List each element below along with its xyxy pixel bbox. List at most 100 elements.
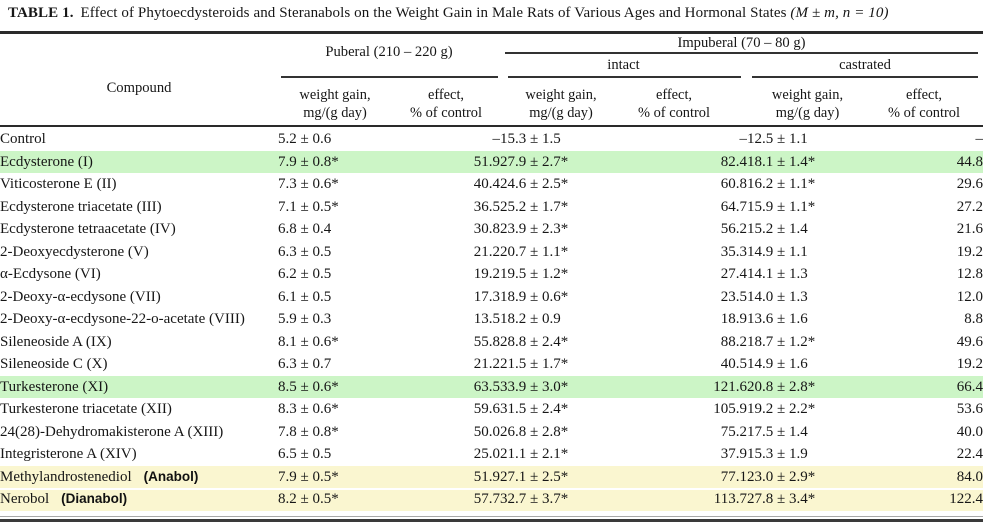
puberal-weight-gain-cell: 8.2 ± 0.5*: [278, 488, 392, 511]
intact-effect-cell: 75.2: [720, 423, 747, 440]
intact-effect-cell: 56.2: [720, 221, 747, 237]
intact-weight-gain-cell: 28.8 ± 2.4*: [500, 333, 569, 350]
puberal-weight-gain-cell: 7.8 ± 0.8*: [278, 423, 339, 440]
compound-cell: Nerobol (Dianabol): [0, 488, 278, 511]
castrated-effect-cell: 22.4: [956, 446, 983, 462]
intact-weight-gain-cell: 18.9 ± 0.6*: [500, 288, 569, 305]
puberal-weight-gain-cell: 5.9 ± 0.3: [278, 311, 332, 327]
castrated-weight-gain-cell: 17.5 ± 1.4: [747, 423, 808, 440]
puberal-effect-cell: 25.0: [473, 446, 500, 462]
puberal-weight-gain-cell: 5.2 ± 0.6: [278, 131, 332, 147]
puberal-weight-gain-cell: 7.1 ± 0.5*: [278, 198, 339, 215]
compound-cell: 2-Deoxyecdysterone (V): [0, 243, 149, 260]
intact-effect-cell: 88.2: [720, 333, 747, 350]
compound-cell: Ecdysterone (I): [0, 150, 278, 173]
intact-weight-gain-cell: 18.2 ± 0.9: [500, 311, 561, 327]
table-row: Nerobol (Dianabol) 8.2 ± 0.5* 57.7 32.7 ± 3.…: [0, 488, 983, 511]
castrated-weight-gain-cell: 15.3 ± 1.9: [747, 446, 808, 462]
puberal-effect-cell: 36.5: [473, 198, 500, 215]
table-row: Ecdysterone triacetate (III) 7.1 ± 0.5* 36…: [0, 196, 983, 219]
intact-weight-gain-cell: 33.9 ± 3.0*: [500, 375, 622, 398]
compound-cell: 2-Deoxy-α-ecdysone (VII): [0, 288, 161, 305]
puberal-weight-gain-cell: 8.5 ± 0.6*: [278, 375, 392, 398]
puberal-effect-cell: 51.9: [392, 150, 500, 173]
subheader-line: mg/(g day): [529, 105, 593, 121]
puberal-effect-cell: 50.0: [473, 423, 500, 440]
puberal-weight-gain-cell: 8.1 ± 0.6*: [278, 333, 339, 350]
compound-cell: Sileneoside C (X): [0, 356, 108, 372]
castrated-effect-cell: 49.6: [956, 333, 983, 350]
castrated-weight-gain-cell: 14.9 ± 1.6: [747, 356, 808, 372]
puberal-effect-cell: 13.5: [473, 311, 500, 327]
puberal-weight-gain-cell: 7.3 ± 0.6*: [278, 176, 339, 192]
compound-cell: Turkesterone triacetate (XII): [0, 401, 172, 417]
intact-effect-cell: 18.9: [720, 311, 747, 327]
table-row: Sileneoside C (X) 6.3 ± 0.7 21.2 21.5 ± 1.7…: [0, 353, 983, 376]
compound-cell: 2-Deoxy-α-ecdysone-22-o-acetate (VIII): [0, 311, 245, 327]
header-group-puberal: Puberal (210 – 220 g): [325, 44, 453, 60]
divider-puberal-rule: [281, 76, 498, 78]
puberal-effect-cell: 17.3: [473, 288, 500, 305]
table-row: Turkesterone (XI) 8.5 ± 0.6* 63.5 33.9 ± 3.…: [0, 375, 983, 398]
compound-annotation: (Dianabol): [61, 491, 128, 506]
compound-cell: Turkesterone (XI): [0, 375, 278, 398]
table-row: 2-Deoxy-α-ecdysone (VII) 6.1 ± 0.5 17.3 18.…: [0, 286, 983, 309]
compound-cell: Ecdysterone tetraacetate (IV): [0, 221, 176, 237]
subheader-puberal-effect: effect, % of control: [392, 86, 500, 122]
table-row: 24(28)-Dehydromakisterone A (XIII) 7.8 ± …: [0, 421, 983, 444]
puberal-effect-cell: 40.4: [473, 176, 500, 192]
divider-castrated-rule: [752, 76, 978, 78]
castrated-effect-cell: –: [975, 131, 983, 147]
table-row: Sileneoside A (IX) 8.1 ± 0.6* 55.8 28.8 ± 2…: [0, 331, 983, 354]
puberal-effect-cell: 19.2: [473, 266, 500, 282]
subheader-puberal-weight-gain: weight gain, mg/(g day): [278, 86, 392, 122]
divider-intact-rule: [508, 76, 741, 78]
subheader-line: effect,: [905, 87, 943, 103]
subheader-intact-weight-gain: weight gain, mg/(g day): [500, 86, 622, 122]
intact-weight-gain-cell: 19.5 ± 1.2*: [500, 266, 569, 282]
compound-annotation: (Anabol): [143, 468, 199, 484]
subheader-intact-effect: effect, % of control: [614, 86, 734, 122]
castrated-weight-gain-cell: 19.2 ± 2.2*: [747, 401, 816, 417]
table-row: 2-Deoxy-α-ecdysone-22-o-acetate (VIII) 5.…: [0, 308, 983, 331]
subheader-line: mg/(g day): [775, 105, 840, 121]
table-row: α-Ecdysone (VI) 6.2 ± 0.5 19.2 19.5 ± 1.2* 2…: [0, 263, 983, 286]
puberal-effect-cell: 59.6: [473, 401, 500, 417]
intact-weight-gain-cell: 20.7 ± 1.1*: [500, 243, 569, 260]
subheader-line: weight gain,: [299, 87, 371, 103]
divider-bottom-rule: [0, 519, 983, 522]
table-row: Integristerone A (XIV) 6.5 ± 0.5 25.0 21.1 …: [0, 443, 983, 466]
castrated-effect-cell: 53.6: [956, 401, 983, 417]
intact-weight-gain-cell: 27.1 ± 2.5*: [500, 465, 622, 488]
intact-effect-cell: 60.8: [720, 176, 747, 192]
puberal-weight-gain-cell: 6.3 ± 0.7: [278, 356, 332, 372]
intact-weight-gain-cell: 32.7 ± 3.7*: [500, 488, 622, 511]
puberal-effect-cell: 51.9: [392, 465, 500, 488]
table-row: Control 5.2 ± 0.6–15.3 ± 1.5–12.5 ± 1.1–: [0, 128, 983, 151]
puberal-effect-cell: –: [492, 131, 501, 147]
castrated-effect-cell: 66.4: [868, 375, 983, 398]
compound-cell: Control: [0, 131, 46, 147]
intact-effect-cell: 105.9: [713, 401, 747, 417]
puberal-weight-gain-cell: 8.3 ± 0.6*: [278, 401, 339, 417]
castrated-effect-cell: 122.4: [868, 488, 983, 511]
castrated-weight-gain-cell: 23.0 ± 2.9*: [747, 465, 868, 488]
table-row: 2-Deoxyecdysterone (V) 6.3 ± 0.5 21.2 20.7 …: [0, 241, 983, 264]
compound-cell: Methylandrostenediol (Anabol): [0, 465, 278, 488]
table-row: Viticosterone E (II) 7.3 ± 0.6* 40.4 24.6 ±…: [0, 173, 983, 196]
castrated-effect-cell: 8.8: [964, 311, 983, 327]
puberal-effect-cell: 63.5: [392, 375, 500, 398]
subheader-line: mg/(g day): [303, 105, 367, 121]
puberal-weight-gain-cell: 6.5 ± 0.5: [278, 446, 332, 462]
subheader-line: weight gain,: [771, 87, 844, 103]
table-title: TABLE 1. Effect of Phytoecdysteroids and …: [8, 5, 889, 22]
castrated-effect-cell: 12.0: [956, 288, 983, 305]
puberal-effect-cell: 21.2: [473, 243, 500, 260]
castrated-weight-gain-cell: 18.7 ± 1.2*: [747, 333, 816, 350]
intact-effect-cell: –: [739, 131, 748, 147]
castrated-weight-gain-cell: 14.9 ± 1.1: [747, 243, 808, 260]
subheader-line: effect,: [427, 87, 465, 103]
intact-weight-gain-cell: 25.2 ± 1.7*: [500, 198, 569, 215]
divider-title-rule: [0, 31, 983, 34]
castrated-weight-gain-cell: 13.6 ± 1.6: [747, 311, 808, 327]
